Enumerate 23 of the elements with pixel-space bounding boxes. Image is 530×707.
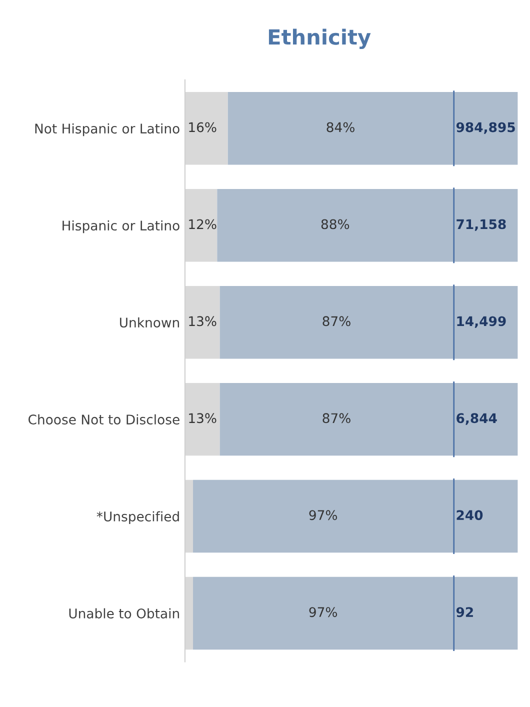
data-label: 87%: [322, 316, 350, 326]
text: 92: [456, 607, 473, 618]
data-label: 84%: [326, 122, 354, 132]
data-label: 13%: [189, 413, 216, 424]
data-label: 13%: [189, 316, 216, 326]
text: 71,158: [456, 219, 506, 231]
data-label: 12%: [189, 219, 216, 230]
text: 240: [456, 510, 483, 520]
y-tick-label: Unable to Obtain: [69, 608, 179, 618]
data-label: 87%: [322, 413, 350, 424]
y-tick-label: *Unspecified: [96, 511, 179, 524]
data-label: 97%: [309, 607, 338, 618]
data-label: 97%: [309, 510, 338, 520]
chart-title: Ethnicity: [268, 28, 371, 50]
y-tick-label: Choose Not to Disclose: [28, 414, 180, 425]
text: 984,895: [456, 122, 515, 134]
y-tick-label: Unknown: [120, 317, 179, 328]
y-tick-label: Hispanic or Latino: [62, 220, 180, 234]
data-label: 16%: [189, 122, 216, 132]
data-label: 88%: [321, 219, 350, 230]
text: 6,844: [456, 413, 497, 425]
text: 14,499: [457, 316, 506, 328]
y-tick-label: Not Hispanic or Latino: [35, 123, 180, 136]
